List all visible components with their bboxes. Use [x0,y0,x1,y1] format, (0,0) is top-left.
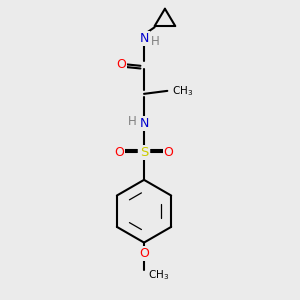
Text: CH$_3$: CH$_3$ [148,268,169,282]
Text: O: O [139,247,149,260]
Text: O: O [164,146,173,159]
Text: H: H [128,116,137,128]
Text: N: N [139,32,149,45]
Text: H: H [151,35,160,48]
Text: N: N [139,117,149,130]
Text: S: S [140,146,148,159]
Text: CH$_3$: CH$_3$ [172,84,194,98]
Text: O: O [115,146,124,159]
Text: O: O [116,58,126,71]
